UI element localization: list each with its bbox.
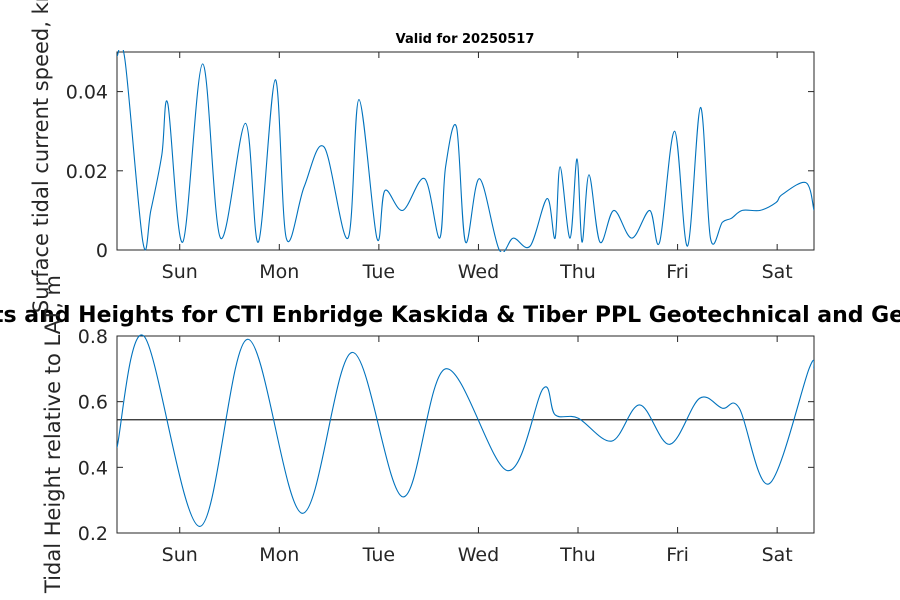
heights-xtick-label: Mon xyxy=(259,544,299,566)
currents-xtick-label: Thu xyxy=(559,261,596,283)
currents-chart-title: Valid for 20250517 xyxy=(396,32,535,47)
heights-ytick-label: 0.6 xyxy=(78,392,108,414)
currents-xtick-label: Fri xyxy=(666,261,689,283)
heights-xtick-label: Tue xyxy=(362,544,395,566)
heights-panel: 0.2 0.4 0.6 0.8 Sun Mon Tue Wed Thu Fri Sat Current… xyxy=(0,275,900,594)
currents-ytick-label: 0.04 xyxy=(66,82,108,104)
currents-series-line xyxy=(117,50,814,252)
heights-xtick-label: Sun xyxy=(162,544,198,566)
heights-xtick-label: Sat xyxy=(762,544,793,566)
heights-ytick-label: 0.4 xyxy=(78,457,108,479)
heights-xtick-label: Wed xyxy=(458,544,499,566)
currents-xtick-label: Tue xyxy=(362,261,395,283)
heights-ylabel: Tidal Height relative to LAT, m xyxy=(41,275,65,594)
currents-ylabel: Surface tidal current speed, kn xyxy=(29,0,53,313)
currents-xtick-label: Sun xyxy=(162,261,198,283)
currents-xtick-label: Wed xyxy=(458,261,499,283)
heights-xtick-label: Thu xyxy=(559,544,596,566)
heights-plot-area xyxy=(116,335,815,534)
currents-xtick-label: Sat xyxy=(762,261,793,283)
currents-plot-area xyxy=(116,51,815,251)
heights-series-line xyxy=(117,334,814,527)
heights-ytick-label: 0.8 xyxy=(78,326,108,348)
currents-xtick-label: Mon xyxy=(259,261,299,283)
currents-ytick-label: 0.02 xyxy=(66,161,108,183)
heights-xtick-label: Fri xyxy=(666,544,689,566)
heights-ytick-label: 0.2 xyxy=(78,523,108,545)
currents-panel: 0 0.02 0.04 Sun Mon Tue Wed Thu Fri Sat Valid for … xyxy=(29,0,815,313)
currents-ytick-label: 0 xyxy=(96,240,108,262)
heights-chart-title: Currents and Heights for CTI Enbridge Ka… xyxy=(0,303,900,328)
